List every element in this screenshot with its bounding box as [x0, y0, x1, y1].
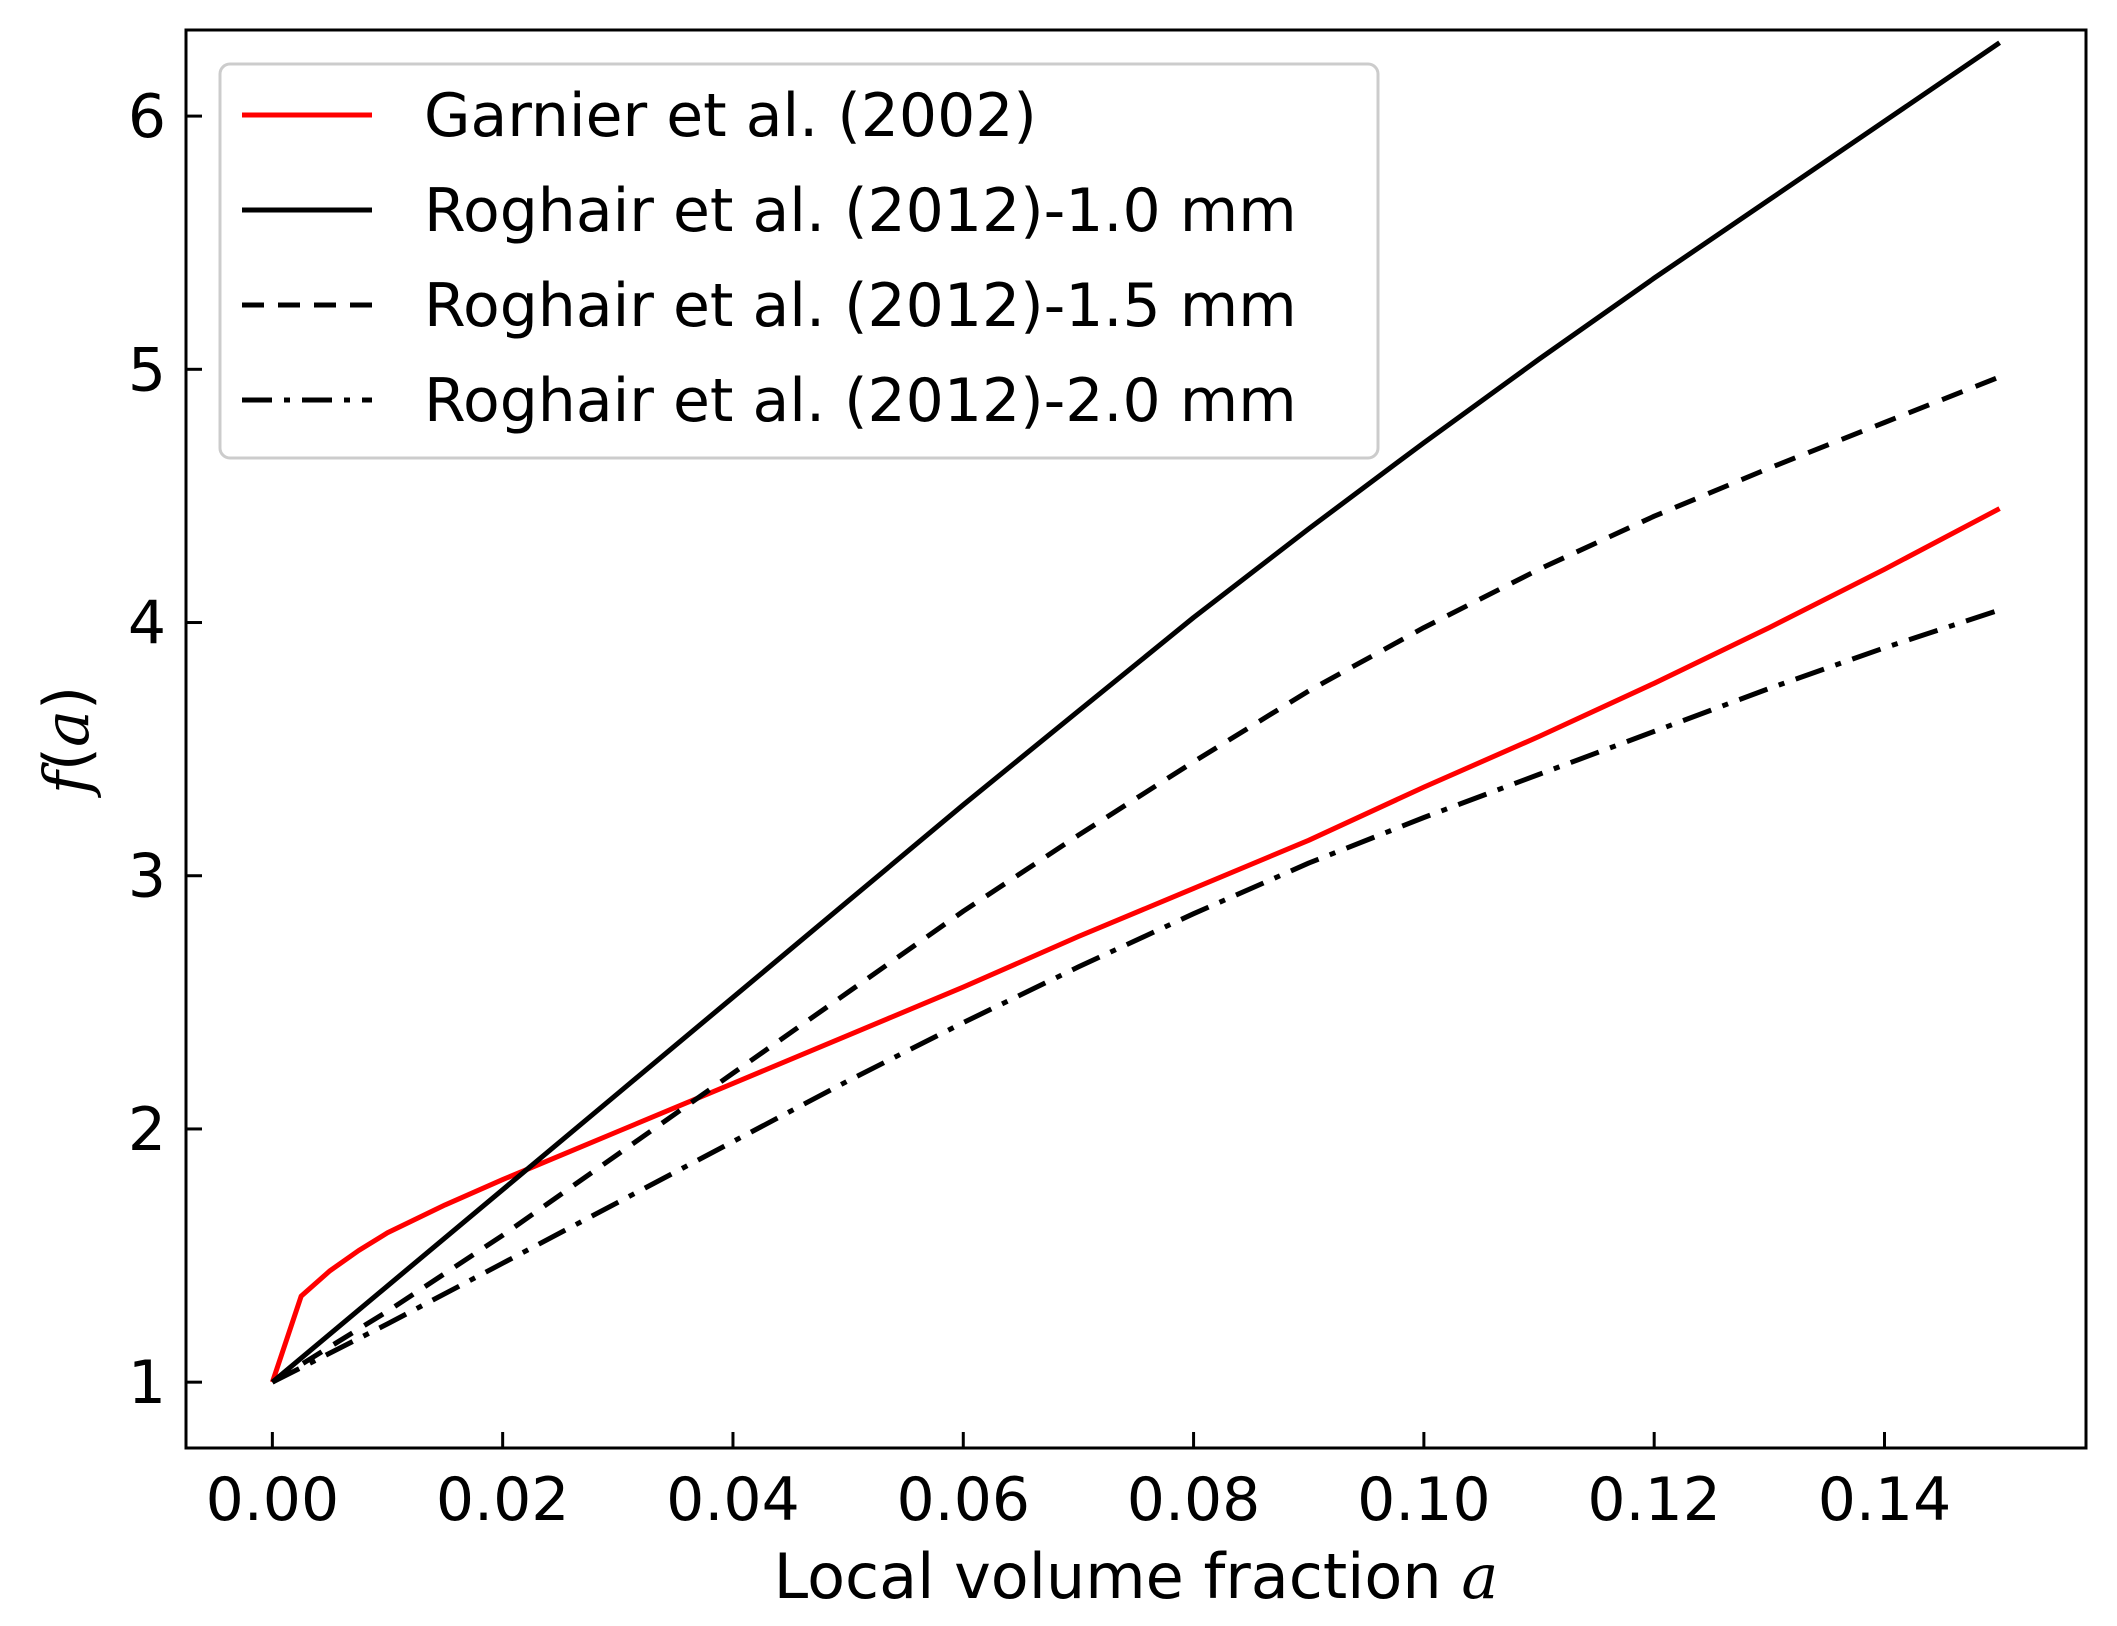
x-tick-label: 0.02 [436, 1465, 570, 1535]
x-tick-label: 0.06 [896, 1465, 1030, 1535]
legend-items: Garnier et al. (2002) Roghair et al. (201… [242, 81, 1297, 436]
y-tick-label: 4 [128, 589, 166, 659]
legend-label-1: Garnier et al. (2002) [424, 81, 1037, 151]
x-tick-label: 0.00 [206, 1465, 340, 1535]
legend-label-2: Roghair et al. (2012)-1.0 mm [424, 176, 1297, 246]
series-line-2 [270, 40, 2002, 1385]
ticks-layer: 0.00 0.02 0.04 0.06 0.08 0.10 0.12 0.14 1 2 3 4 5 6 [128, 82, 1951, 1535]
y-tick-label: 3 [128, 842, 166, 912]
series-line-4 [271, 607, 2001, 1385]
y-tick-label: 2 [128, 1095, 166, 1165]
plot-frame [184, 28, 2088, 1450]
x-tick-label: 0.14 [1818, 1465, 1952, 1535]
y-tick-label: 6 [128, 82, 166, 152]
x-tick-label: 0.08 [1127, 1465, 1261, 1535]
legend-box [218, 62, 1380, 460]
x-tick-label: 0.04 [666, 1465, 800, 1535]
legend-label-4: Roghair et al. (2012)-2.0 mm [424, 366, 1297, 436]
x-tick-label: 0.12 [1587, 1465, 1721, 1535]
x-axis-label-text: Local volume fraction [774, 1540, 1442, 1613]
legend: Garnier et al. (2002) Roghair et al. (201… [218, 62, 1380, 460]
y-tick-label: 5 [128, 335, 166, 405]
y-axis-variable: a [30, 710, 103, 747]
series-line-1 [270, 506, 2001, 1383]
legend-label-3: Roghair et al. (2012)-1.5 mm [424, 271, 1297, 341]
y-axis-label: f(a) [30, 686, 103, 798]
x-tick-label: 0.10 [1357, 1465, 1491, 1535]
series-layer [270, 40, 2002, 1385]
series-line-3 [271, 374, 2001, 1385]
x-axis-variable: a [1461, 1540, 1498, 1613]
y-tick-label: 1 [128, 1348, 166, 1418]
x-axis-label: Local volume fraction a [774, 1540, 1499, 1613]
